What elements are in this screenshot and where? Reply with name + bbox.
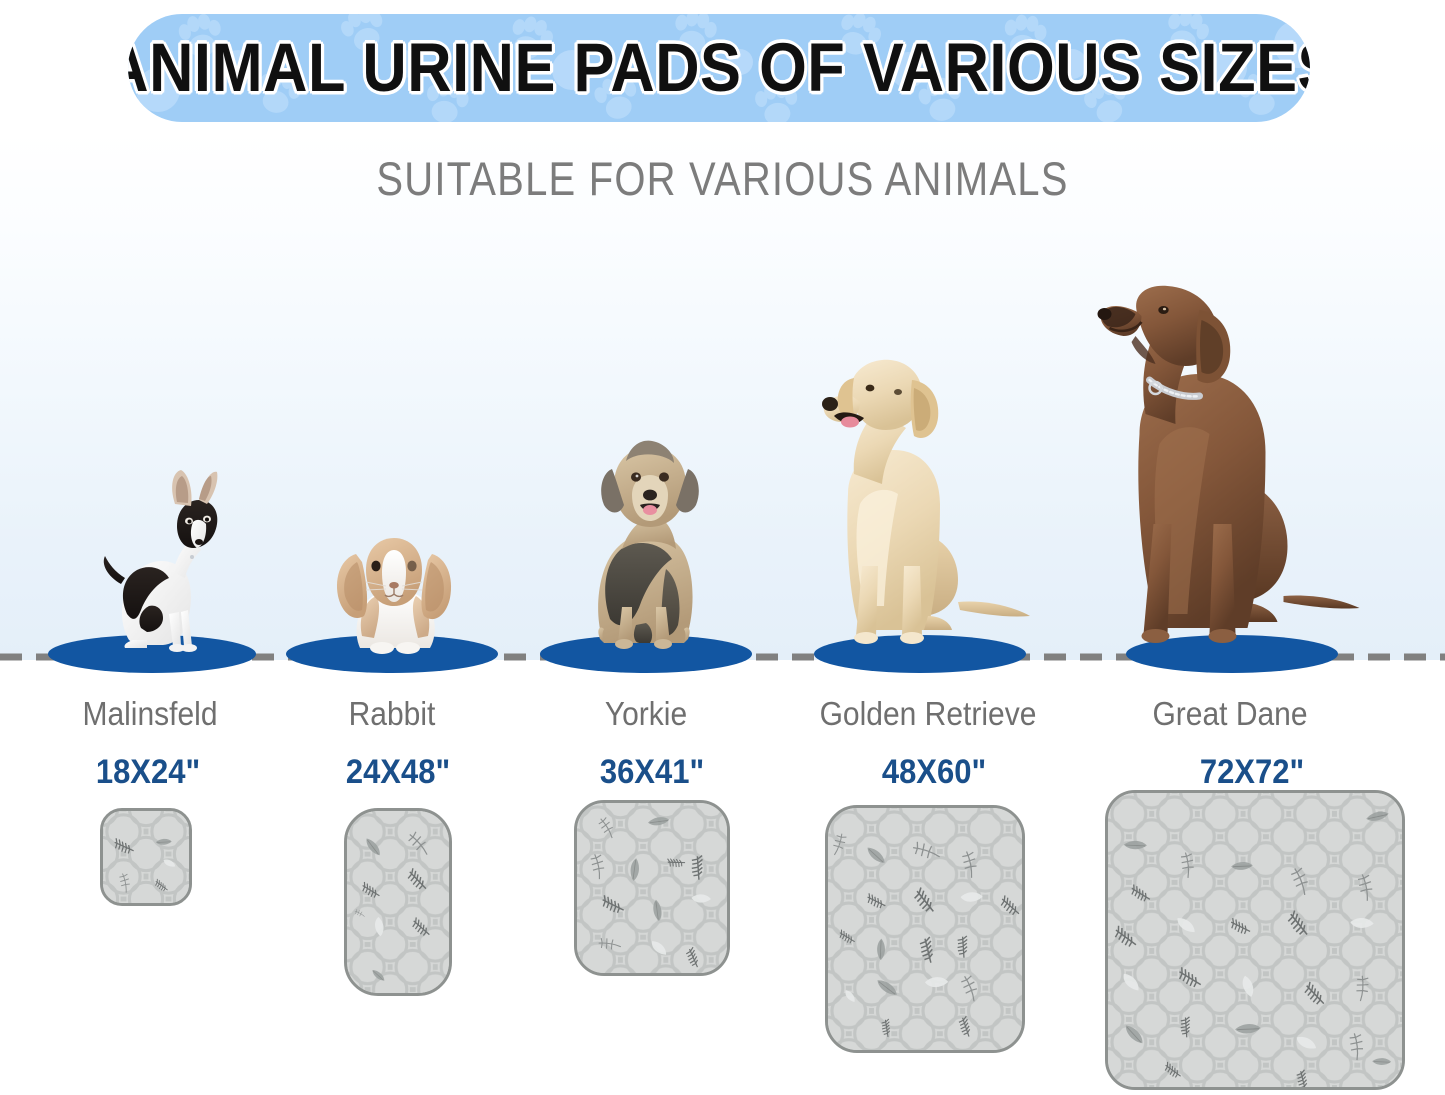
pad-size-48x60: 48X60"	[881, 752, 987, 791]
pad-swatch-72x72[interactable]	[1105, 790, 1405, 1090]
pad-swatch-36x41[interactable]	[574, 800, 730, 976]
animal-column-yorkie	[530, 280, 760, 673]
animal-column-golden-retriever	[800, 280, 1040, 673]
pad-swatch-24x48[interactable]	[344, 808, 452, 996]
pad-size-36x41: 36X41"	[599, 752, 705, 791]
page-title: ANIMAL URINE PADS OF VARIOUS SIZES	[128, 29, 1310, 107]
animal-label-malinsfeld: Malinsfeld	[82, 695, 218, 733]
paw-print-pattern-icon	[136, 14, 1310, 122]
great-dane-dog-icon	[1097, 285, 1360, 643]
animal-column-great-dane	[1097, 280, 1360, 673]
golden-retriever-dog-icon	[822, 359, 1031, 644]
title-banner: ANIMAL URINE PADS OF VARIOUS SIZES	[128, 14, 1310, 122]
shaggy-yorkie-dog-icon	[598, 440, 699, 649]
animal-label-rabbit: Rabbit	[348, 695, 436, 733]
animal-label-golden-retriever: Golden Retrieve	[819, 695, 1037, 733]
animal-label-great-dane: Great Dane	[1152, 695, 1308, 733]
subtitle: SUITABLE FOR VARIOUS ANIMALS	[376, 153, 1069, 206]
pad-size-24x48: 24X48"	[345, 752, 451, 791]
pad-texture	[1108, 793, 1402, 1087]
animal-column-rabbit	[282, 280, 502, 673]
small-black-white-chihuahua-icon	[104, 470, 218, 652]
pad-size-row: 18X24" 24X48" 36X41" 48X60" 72X72"	[0, 752, 1445, 794]
pad-texture	[828, 808, 1022, 1050]
pad-texture	[577, 803, 727, 973]
pad-swatch-18x24[interactable]	[100, 808, 192, 906]
lop-eared-rabbit-icon	[336, 538, 452, 654]
pad-texture	[347, 811, 449, 993]
animal-label-yorkie: Yorkie	[604, 695, 688, 733]
pad-swatch-48x60[interactable]	[825, 805, 1025, 1053]
animal-label-row: Malinsfeld Rabbit Yorkie Golden Retrieve…	[0, 695, 1445, 738]
animal-column-malinsfeld	[40, 280, 260, 673]
pad-size-18x24: 18X24"	[95, 752, 201, 791]
pad-texture	[103, 811, 189, 903]
chain-collar-icon	[1146, 376, 1203, 400]
pad-size-72x72: 72X72"	[1199, 752, 1305, 791]
